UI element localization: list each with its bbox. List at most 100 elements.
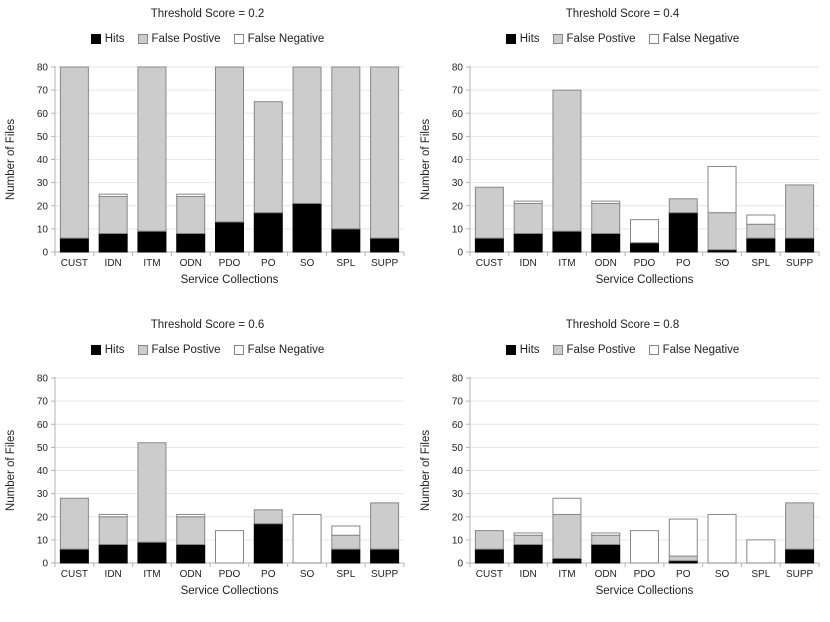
y-tick-label: 80 bbox=[452, 63, 464, 74]
bar-segment-hits bbox=[253, 523, 283, 564]
bar-segment-false-positive bbox=[370, 502, 400, 550]
legend-swatch-false-positive bbox=[137, 345, 148, 355]
legend-label: Hits bbox=[519, 344, 540, 356]
y-tick-label: 50 bbox=[452, 132, 464, 143]
bar-segment-false-negative bbox=[707, 513, 737, 564]
bar-segment-hits bbox=[513, 233, 543, 253]
bar-segment-hits bbox=[215, 221, 244, 253]
legend-label: Hits bbox=[104, 344, 125, 356]
x-axis-title: Service Collections bbox=[181, 274, 279, 286]
plot-area: 0 10 20 30 40 50 60 70 80 CUST IDN ITM ODN PDO PO SO SPL… bbox=[420, 374, 820, 597]
bar-segment-false-negative bbox=[98, 513, 128, 518]
x-tick-label: SUPP bbox=[371, 569, 399, 580]
plot-area: 0 10 20 30 40 50 60 70 80 CUST IDN ITM ODN PDO PO SO SPL… bbox=[5, 63, 405, 286]
x-tick-label: PO bbox=[676, 258, 691, 269]
chart-threshold-0-8: Threshold Score = 0.8 Hits False Postive F… bbox=[415, 311, 830, 622]
x-tick-label: ITM bbox=[558, 258, 575, 269]
legend-item-hits: Hits bbox=[90, 344, 125, 356]
x-tick-label: ITM bbox=[143, 258, 160, 269]
y-axis-title: Number of Files bbox=[5, 119, 17, 200]
x-tick-label: PDO bbox=[219, 258, 241, 269]
y-tick-label: 60 bbox=[37, 420, 49, 431]
y-tick-label: 0 bbox=[42, 559, 48, 570]
bar-segment-hits bbox=[59, 548, 89, 564]
legend-label: False Postive bbox=[151, 344, 221, 356]
bar-segment-hits bbox=[591, 544, 621, 564]
y-tick-label: 20 bbox=[452, 512, 464, 523]
y-tick-label: 70 bbox=[452, 397, 464, 408]
y-tick-label: 40 bbox=[452, 155, 464, 166]
x-axis-title: Service Collections bbox=[596, 274, 694, 286]
legend-swatch-false-negative bbox=[233, 34, 244, 44]
x-tick-label: ODN bbox=[595, 258, 617, 269]
legend-label: False Postive bbox=[151, 33, 221, 45]
x-tick-label: SO bbox=[300, 258, 315, 269]
x-tick-label: ODN bbox=[180, 258, 202, 269]
legend-swatch-hits bbox=[90, 34, 101, 44]
bar-segment-false-negative bbox=[707, 165, 737, 214]
legend-swatch-hits bbox=[505, 345, 516, 355]
legend-label: Hits bbox=[104, 33, 125, 45]
legend-item-false-negative: False Negative bbox=[233, 344, 324, 356]
y-tick-label: 60 bbox=[452, 420, 464, 431]
bar-segment-false-negative bbox=[292, 513, 322, 564]
y-tick-label: 40 bbox=[452, 466, 464, 477]
bar-segment-hits bbox=[59, 237, 89, 253]
bar-segment-hits bbox=[137, 541, 167, 564]
legend-swatch-false-negative bbox=[648, 345, 659, 355]
x-tick-label: PO bbox=[261, 569, 276, 580]
bar-segment-hits bbox=[176, 544, 206, 564]
legend-item-hits: Hits bbox=[505, 344, 540, 356]
x-tick-label: PDO bbox=[634, 569, 656, 580]
bar-segment-false-positive bbox=[331, 66, 361, 230]
x-tick-label: SPL bbox=[751, 258, 770, 269]
bar-segment-false-positive bbox=[215, 66, 244, 223]
legend-label: Hits bbox=[519, 33, 540, 45]
x-tick-label: SUPP bbox=[786, 569, 814, 580]
bar-segment-false-negative bbox=[668, 518, 698, 557]
bar-segment-false-positive bbox=[668, 198, 698, 214]
legend-item-hits: Hits bbox=[505, 33, 540, 45]
x-tick-label: IDN bbox=[105, 569, 122, 580]
y-tick-label: 50 bbox=[37, 132, 49, 143]
plot-area: 0 10 20 30 40 50 60 70 80 CUST IDN ITM ODN PDO PO SO SPL… bbox=[5, 374, 405, 597]
bar-segment-hits bbox=[253, 212, 283, 253]
bar-segment-hits bbox=[474, 548, 504, 564]
bar-segment-hits bbox=[331, 228, 361, 253]
bar-segment-false-negative bbox=[630, 219, 659, 244]
bar-segment-hits bbox=[552, 557, 582, 564]
bar-segment-false-negative bbox=[591, 532, 621, 536]
bar-segment-hits bbox=[176, 233, 206, 253]
x-axis-title: Service Collections bbox=[596, 585, 694, 597]
legend: Hits False Postive False Negative bbox=[0, 33, 415, 45]
legend-swatch-false-positive bbox=[137, 34, 148, 44]
bar-segment-hits bbox=[552, 230, 582, 253]
bar-segment-false-positive bbox=[176, 516, 206, 545]
legend-swatch-hits bbox=[90, 345, 101, 355]
legend-label: False Postive bbox=[566, 344, 636, 356]
legend-label: False Postive bbox=[566, 33, 636, 45]
bar-segment-hits bbox=[591, 233, 621, 253]
y-tick-label: 80 bbox=[452, 374, 464, 385]
legend-item-false-negative: False Negative bbox=[648, 33, 740, 45]
bar-segment-false-negative bbox=[513, 532, 543, 536]
y-tick-label: 60 bbox=[452, 109, 464, 120]
y-tick-label: 0 bbox=[457, 248, 463, 259]
x-tick-label: CUST bbox=[476, 258, 503, 269]
legend-label: False Negative bbox=[662, 33, 740, 45]
y-tick-label: 30 bbox=[37, 489, 49, 500]
bar-segment-hits bbox=[370, 237, 400, 253]
bar-segment-false-positive bbox=[59, 497, 89, 550]
x-tick-label: SPL bbox=[336, 258, 355, 269]
bar-segment-false-positive bbox=[474, 530, 504, 550]
bar-segment-hits bbox=[98, 233, 128, 253]
legend-item-false-positive: False Postive bbox=[137, 33, 221, 45]
bar-segment-false-positive bbox=[98, 516, 128, 545]
x-tick-label: CUST bbox=[61, 569, 88, 580]
bar-segment-hits bbox=[331, 548, 361, 564]
bar-segment-false-negative bbox=[746, 539, 776, 564]
bar-segment-hits bbox=[137, 230, 167, 253]
bar-segment-false-negative bbox=[176, 193, 206, 197]
legend-swatch-hits bbox=[505, 34, 516, 44]
